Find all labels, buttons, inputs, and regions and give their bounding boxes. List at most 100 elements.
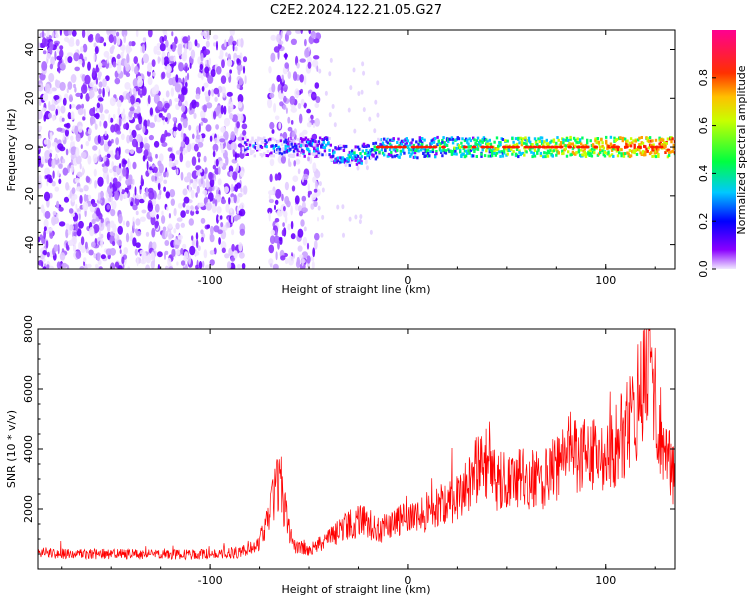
noise-cell	[70, 111, 75, 121]
noise-cell	[223, 117, 231, 127]
noise-cell	[331, 103, 335, 109]
noise-cell	[180, 171, 184, 181]
signal-cell	[474, 147, 477, 151]
noise-cell	[133, 56, 138, 65]
noise-cell	[142, 37, 147, 42]
signal-peak	[441, 145, 447, 149]
noise-cell	[187, 35, 191, 42]
noise-cell	[216, 40, 218, 51]
noise-cell	[237, 94, 244, 104]
noise-cell	[105, 160, 110, 167]
signal-cell	[493, 152, 496, 155]
noise-cell	[66, 52, 73, 57]
noise-cell	[242, 56, 248, 63]
noise-cell	[209, 178, 215, 188]
noise-cell	[97, 192, 101, 202]
noise-cell	[302, 173, 309, 181]
noise-cell	[224, 186, 229, 194]
signal-cell	[261, 153, 265, 157]
noise-cell	[234, 151, 237, 161]
noise-cell	[105, 248, 112, 256]
signal-cell	[374, 157, 378, 161]
noise-cell	[75, 39, 80, 47]
noise-cell	[287, 126, 293, 132]
noise-cell	[116, 59, 122, 65]
signal-cell	[505, 147, 508, 151]
signal-cell	[515, 142, 519, 146]
snr-series-line	[38, 329, 675, 561]
signal-cell	[622, 154, 626, 158]
noise-cell	[176, 261, 179, 266]
signal-cell	[339, 160, 342, 164]
noise-cell	[165, 171, 169, 178]
noise-cell	[147, 94, 151, 105]
x-tick-label: -100	[198, 274, 223, 287]
noise-cell	[227, 38, 233, 44]
noise-cell	[215, 124, 220, 130]
signal-cell	[451, 150, 455, 154]
signal-cell	[610, 153, 614, 157]
signal-cell	[400, 142, 404, 146]
signal-cell	[406, 139, 410, 143]
signal-cell	[368, 152, 372, 156]
signal-cell	[498, 150, 501, 154]
signal-cell	[539, 153, 543, 157]
noise-cell	[185, 209, 190, 214]
noise-cell	[292, 71, 298, 81]
signal-cell	[627, 143, 630, 147]
noise-cell	[82, 166, 84, 176]
noise-cell	[100, 136, 104, 141]
signal-cell	[380, 148, 383, 152]
noise-cell	[314, 118, 321, 127]
noise-cell	[154, 203, 160, 213]
signal-cell	[324, 153, 328, 157]
signal-cell	[618, 151, 621, 155]
signal-cell	[250, 140, 253, 144]
noise-cell	[136, 256, 139, 267]
noise-cell	[205, 124, 212, 132]
noise-cell	[43, 229, 46, 240]
noise-cell	[230, 141, 237, 152]
signal-cell	[488, 138, 491, 142]
noise-cell	[213, 87, 220, 95]
signal-cell	[589, 139, 592, 143]
signal-cell	[586, 141, 589, 145]
noise-cell	[96, 264, 99, 269]
signal-cell	[461, 137, 464, 141]
noise-cell	[43, 226, 47, 232]
noise-cell	[237, 193, 243, 198]
noise-cell	[231, 114, 239, 123]
signal-cell	[499, 154, 502, 158]
signal-cell	[544, 155, 547, 159]
noise-cell	[301, 176, 304, 183]
noise-cell	[204, 66, 210, 74]
signal-cell	[663, 141, 666, 145]
noise-cell	[89, 226, 95, 237]
noise-cell	[270, 229, 276, 236]
signal-cell	[317, 154, 321, 158]
noise-cell	[106, 204, 111, 210]
noise-cell	[157, 182, 161, 191]
noise-cell	[324, 90, 328, 96]
signal-cell	[564, 138, 567, 142]
signal-cell	[348, 155, 351, 159]
signal-peak	[615, 145, 621, 149]
signal-cell	[468, 151, 471, 155]
noise-cell	[229, 30, 235, 37]
noise-cell	[92, 106, 96, 113]
noise-cell	[362, 70, 366, 76]
signal-cell	[646, 149, 649, 153]
noise-cell	[313, 188, 318, 193]
noise-cell	[176, 249, 180, 256]
noise-cell	[213, 225, 220, 233]
signal-cell	[583, 147, 586, 151]
signal-cell	[468, 137, 471, 141]
noise-cell	[108, 113, 111, 124]
noise-cell	[184, 136, 190, 145]
signal-cell	[540, 140, 544, 143]
noise-cell	[79, 188, 84, 193]
noise-cell	[239, 170, 245, 178]
noise-cell	[76, 104, 82, 109]
noise-cell	[75, 92, 82, 97]
noise-cell	[89, 116, 96, 125]
